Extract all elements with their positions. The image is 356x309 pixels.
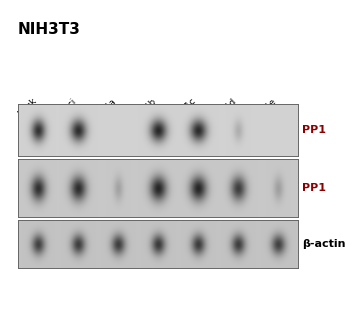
Text: shIP3R1d: shIP3R1d: [203, 96, 238, 131]
Text: shIP3R1b: shIP3R1b: [123, 96, 158, 131]
Text: shLuci: shLuci: [52, 96, 78, 122]
Text: Mock: Mock: [16, 96, 38, 119]
Text: NIH3T3: NIH3T3: [18, 22, 81, 37]
Text: shIP3R1a: shIP3R1a: [83, 96, 118, 131]
Text: PP1: PP1: [302, 125, 326, 135]
Text: PP1: PP1: [302, 183, 326, 193]
Text: shIP3R1c: shIP3R1c: [164, 96, 198, 131]
Text: β-actin: β-actin: [302, 239, 346, 249]
Text: shIP3R1e: shIP3R1e: [244, 96, 278, 131]
